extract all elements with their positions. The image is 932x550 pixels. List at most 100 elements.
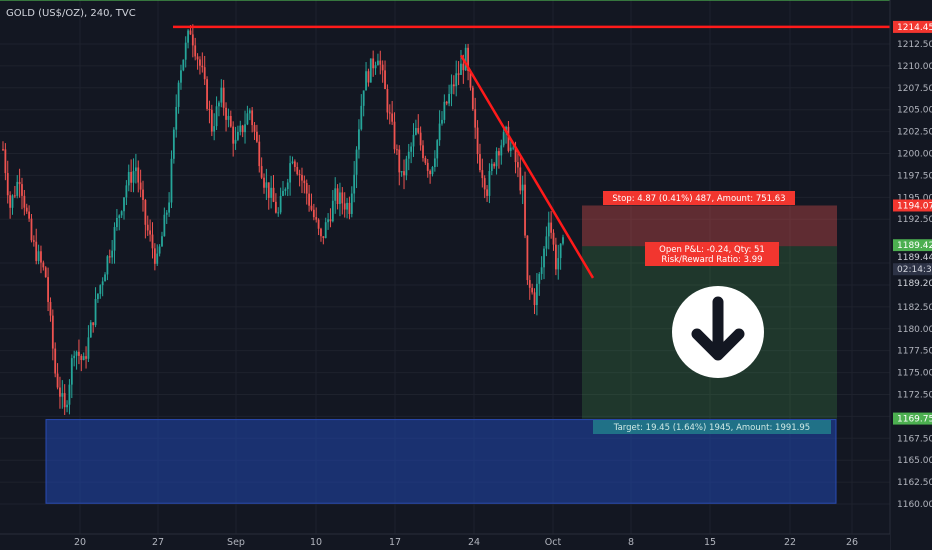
candle-body bbox=[410, 146, 413, 152]
candle-body bbox=[384, 70, 386, 89]
price-tick: 1212.50 bbox=[897, 40, 932, 50]
candle-body bbox=[85, 356, 87, 359]
candle-body bbox=[467, 47, 469, 71]
candle-body bbox=[305, 183, 308, 194]
candle-body bbox=[519, 167, 522, 191]
candle-body bbox=[203, 67, 206, 80]
candle-body bbox=[315, 217, 318, 220]
candle-body bbox=[11, 195, 14, 208]
candle-body bbox=[137, 167, 140, 183]
candle-body bbox=[450, 84, 453, 94]
candle-body bbox=[348, 202, 351, 214]
candle-body bbox=[99, 285, 102, 294]
current-price-tag: 1189.42 bbox=[893, 239, 932, 252]
candle-body bbox=[120, 211, 123, 216]
candle-body bbox=[106, 256, 109, 275]
stop-loss-zone bbox=[582, 205, 837, 247]
candle-body bbox=[272, 187, 275, 202]
candle-body bbox=[298, 174, 301, 176]
resistance-price-tag-text: 1214.45 bbox=[897, 23, 932, 33]
candle-body bbox=[417, 128, 420, 133]
candle-body bbox=[322, 236, 325, 239]
price-tick: 1177.50 bbox=[897, 347, 932, 357]
candle-body bbox=[253, 125, 256, 132]
candle-body bbox=[293, 161, 296, 167]
candle-body bbox=[554, 244, 557, 270]
candle-body bbox=[115, 217, 118, 228]
candle-body bbox=[521, 184, 524, 191]
candle-body bbox=[448, 93, 451, 104]
time-tick: 20 bbox=[74, 537, 86, 548]
candle-body bbox=[151, 234, 154, 249]
candle-body bbox=[28, 211, 31, 219]
candle-body bbox=[403, 171, 405, 176]
price-tick: 1205.00 bbox=[897, 106, 932, 116]
candle-body bbox=[400, 171, 403, 173]
candle-body bbox=[500, 145, 503, 156]
candle-body bbox=[331, 200, 334, 222]
candle-body bbox=[460, 63, 462, 75]
candle-body bbox=[419, 132, 422, 146]
candle-body bbox=[407, 151, 410, 159]
candle-body bbox=[37, 251, 40, 261]
candle-body bbox=[237, 131, 239, 140]
time-tick: 24 bbox=[468, 537, 480, 548]
candle-body bbox=[130, 171, 133, 183]
candle-body bbox=[239, 125, 242, 132]
candle-body bbox=[308, 193, 311, 206]
candle-body bbox=[498, 151, 500, 156]
candle-body bbox=[274, 201, 277, 213]
candle-body bbox=[291, 161, 294, 164]
stop-label-text: Stop: 4.87 (0.41%) 487, Amount: 751.63 bbox=[612, 194, 785, 204]
candle-body bbox=[111, 250, 114, 258]
candle-body bbox=[346, 202, 348, 210]
candle-body bbox=[189, 30, 192, 35]
price-axis[interactable]: 1160.001162.501165.001167.501170.001172.… bbox=[889, 0, 932, 550]
candle-body bbox=[180, 70, 182, 83]
entry-price-tag: 1189.44 bbox=[893, 251, 932, 264]
target-price-tag-text: 1169.75 bbox=[897, 415, 932, 425]
candle-body bbox=[241, 125, 244, 133]
candle-body bbox=[377, 60, 379, 66]
candle-body bbox=[362, 90, 365, 106]
time-tick: 22 bbox=[784, 537, 796, 548]
candle-body bbox=[517, 162, 519, 168]
candle-body bbox=[452, 84, 455, 87]
candle-body bbox=[476, 127, 479, 155]
candle-body bbox=[490, 163, 493, 171]
price-1189-tag-bg bbox=[893, 277, 932, 290]
candle-body bbox=[547, 222, 550, 237]
candle-body bbox=[552, 232, 555, 245]
candle-body bbox=[97, 293, 99, 300]
price-tick: 1192.50 bbox=[897, 215, 932, 225]
candle-body bbox=[49, 301, 52, 316]
candle-body bbox=[146, 224, 149, 231]
candle-body bbox=[438, 123, 441, 141]
candle-body bbox=[25, 207, 28, 212]
price-tick: 1210.00 bbox=[897, 62, 932, 72]
candle-body bbox=[222, 87, 225, 108]
entry-price-tag-bg bbox=[893, 251, 932, 264]
candle-body bbox=[493, 163, 496, 167]
price-tick: 1197.50 bbox=[897, 171, 932, 181]
candle-body bbox=[284, 189, 287, 191]
candle-body bbox=[270, 187, 273, 198]
candle-body bbox=[51, 315, 54, 349]
candle-body bbox=[244, 124, 246, 133]
candle-body bbox=[296, 166, 299, 175]
time-axis[interactable]: 20 27 Sep 10 17 24 Oct 8 15 22 26 bbox=[0, 533, 890, 550]
candle-body bbox=[232, 126, 235, 144]
candle-body bbox=[123, 197, 125, 212]
candle-body bbox=[246, 113, 249, 125]
candle-body bbox=[260, 166, 263, 178]
candle-body bbox=[339, 192, 341, 205]
candle-body bbox=[218, 102, 220, 107]
candle-body bbox=[149, 230, 152, 235]
candle-body bbox=[369, 58, 372, 83]
candle-body bbox=[234, 139, 237, 144]
candle-body bbox=[267, 182, 270, 198]
target-label-text: Target: 19.45 (1.64%) 1945, Amount: 1991… bbox=[613, 423, 810, 433]
candle-body bbox=[343, 203, 346, 210]
drawings bbox=[0, 0, 890, 378]
